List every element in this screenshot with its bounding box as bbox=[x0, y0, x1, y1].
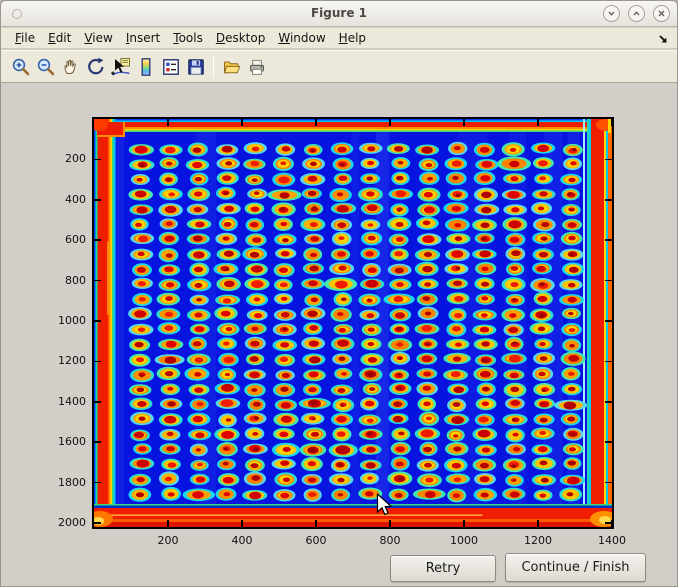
y-tick-right bbox=[605, 320, 612, 322]
y-tick-left bbox=[94, 159, 101, 161]
x-tick-bottom bbox=[241, 520, 243, 527]
y-tick-right bbox=[605, 199, 612, 201]
save-figure-button[interactable] bbox=[183, 54, 208, 80]
x-tick-bottom bbox=[389, 520, 391, 527]
y-tick-right bbox=[605, 159, 612, 161]
x-tick-label: 200 bbox=[146, 534, 190, 547]
dock-figure-arrow-icon[interactable] bbox=[657, 33, 669, 45]
legend-icon bbox=[161, 57, 181, 77]
maximize-button[interactable] bbox=[628, 5, 645, 22]
zoom-out-icon bbox=[36, 57, 56, 77]
minimize-button[interactable] bbox=[603, 5, 620, 22]
y-tick-left bbox=[94, 401, 101, 403]
data-cursor-icon bbox=[111, 57, 131, 77]
y-tick-left bbox=[94, 199, 101, 201]
window-title: Figure 1 bbox=[1, 6, 677, 20]
y-tick-right bbox=[605, 239, 612, 241]
x-tick-top bbox=[241, 119, 243, 126]
menu-item-insert[interactable]: Insert bbox=[126, 31, 160, 45]
menu-item-desktop[interactable]: Desktop bbox=[216, 31, 266, 45]
print-figure-button[interactable] bbox=[244, 54, 269, 80]
y-tick-left bbox=[94, 361, 101, 363]
y-tick-label: 1800 bbox=[42, 476, 86, 489]
x-tick-top bbox=[463, 119, 465, 126]
heatmap-image[interactable] bbox=[94, 119, 612, 527]
insert-legend-button[interactable] bbox=[158, 54, 183, 80]
y-tick-left bbox=[94, 482, 101, 484]
menubar: File Edit View Insert Tools Desktop Window Help bbox=[1, 28, 677, 49]
y-tick-right bbox=[605, 522, 612, 524]
x-tick-top bbox=[537, 119, 539, 126]
rotate-3d-icon bbox=[86, 57, 106, 77]
x-tick-label: 1400 bbox=[590, 534, 634, 547]
menu-item-file[interactable]: File bbox=[15, 31, 35, 45]
close-button[interactable] bbox=[653, 5, 670, 22]
insert-colorbar-button[interactable] bbox=[133, 54, 158, 80]
data-cursor-button[interactable] bbox=[108, 54, 133, 80]
x-tick-top bbox=[611, 119, 613, 126]
x-tick-label: 1000 bbox=[442, 534, 486, 547]
y-tick-label: 1400 bbox=[42, 395, 86, 408]
open-file-button[interactable] bbox=[219, 54, 244, 80]
menu-item-edit[interactable]: Edit bbox=[48, 31, 71, 45]
y-tick-label: 2000 bbox=[42, 516, 86, 529]
rotate-3d-button[interactable] bbox=[83, 54, 108, 80]
y-tick-right bbox=[605, 361, 612, 363]
y-tick-label: 600 bbox=[42, 233, 86, 246]
y-tick-label: 1200 bbox=[42, 354, 86, 367]
y-tick-label: 1600 bbox=[42, 435, 86, 448]
x-tick-top bbox=[315, 119, 317, 126]
menu-item-window[interactable]: Window bbox=[278, 31, 325, 45]
open-folder-icon bbox=[222, 57, 242, 77]
y-tick-right bbox=[605, 482, 612, 484]
x-tick-top bbox=[167, 119, 169, 126]
chevron-down-icon bbox=[606, 8, 617, 19]
menu-item-help[interactable]: Help bbox=[339, 31, 366, 45]
y-tick-left bbox=[94, 522, 101, 524]
zoom-in-icon bbox=[11, 57, 31, 77]
x-tick-bottom bbox=[463, 520, 465, 527]
pan-button[interactable] bbox=[58, 54, 83, 80]
y-tick-left bbox=[94, 441, 101, 443]
x-tick-top bbox=[389, 119, 391, 126]
menu-item-tools[interactable]: Tools bbox=[173, 31, 203, 45]
y-tick-left bbox=[94, 280, 101, 282]
plot-axes[interactable] bbox=[92, 117, 614, 529]
window-controls bbox=[603, 5, 670, 22]
x-tick-label: 1200 bbox=[516, 534, 560, 547]
printer-icon bbox=[247, 57, 267, 77]
toolbar-separator bbox=[213, 56, 214, 78]
close-icon bbox=[656, 8, 667, 19]
y-tick-left bbox=[94, 320, 101, 322]
zoom-in-button[interactable] bbox=[8, 54, 33, 80]
x-tick-label: 400 bbox=[220, 534, 264, 547]
y-tick-right bbox=[605, 280, 612, 282]
zoom-out-button[interactable] bbox=[33, 54, 58, 80]
x-tick-bottom bbox=[537, 520, 539, 527]
continue-finish-button[interactable]: Continue / Finish bbox=[505, 553, 646, 582]
menu-item-view[interactable]: View bbox=[84, 31, 112, 45]
y-tick-right bbox=[605, 401, 612, 403]
x-tick-label: 600 bbox=[294, 534, 338, 547]
y-tick-label: 1000 bbox=[42, 314, 86, 327]
colorbar-icon bbox=[136, 57, 156, 77]
chevron-up-icon bbox=[631, 8, 642, 19]
save-icon bbox=[186, 57, 206, 77]
x-tick-bottom bbox=[167, 520, 169, 527]
retry-button[interactable]: Retry bbox=[390, 555, 496, 582]
x-tick-bottom bbox=[315, 520, 317, 527]
figure-window: Figure 1 File Edit View Insert Tools Desktop W… bbox=[0, 0, 678, 587]
y-tick-right bbox=[605, 441, 612, 443]
figure-toolbar bbox=[1, 50, 677, 83]
titlebar: Figure 1 bbox=[1, 1, 677, 27]
y-tick-label: 400 bbox=[42, 193, 86, 206]
pan-hand-icon bbox=[61, 57, 81, 77]
y-tick-label: 800 bbox=[42, 274, 86, 287]
y-tick-left bbox=[94, 239, 101, 241]
y-tick-label: 200 bbox=[42, 152, 86, 165]
x-tick-label: 800 bbox=[368, 534, 412, 547]
